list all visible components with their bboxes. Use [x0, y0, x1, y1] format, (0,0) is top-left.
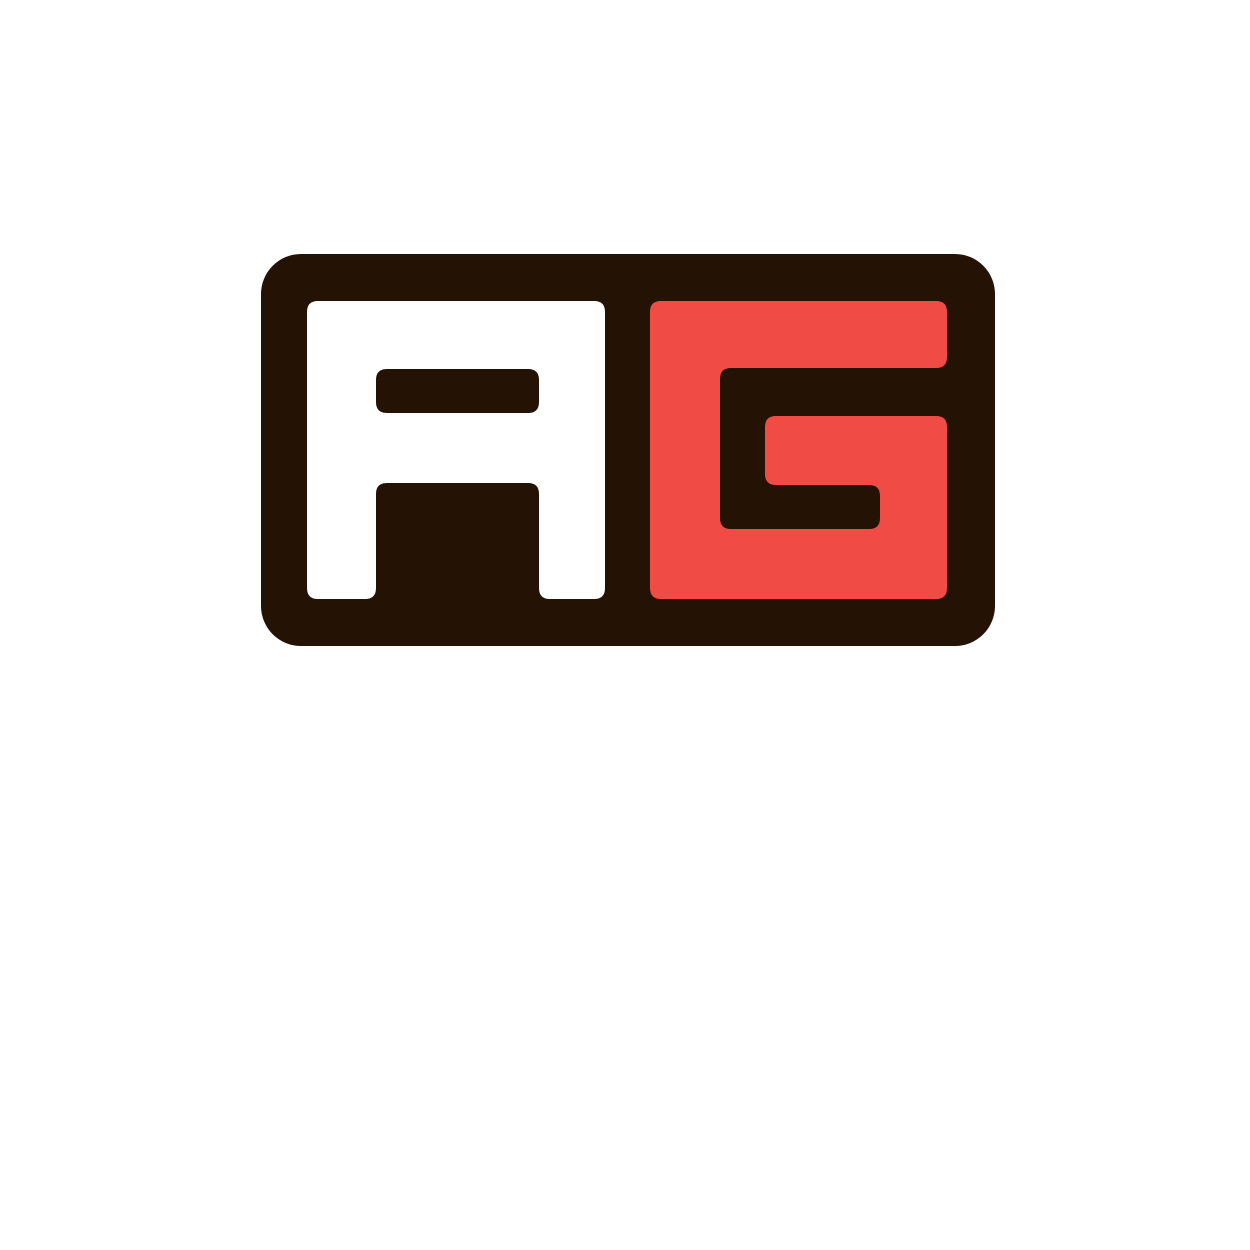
logo-letter-g: [650, 301, 947, 599]
logo-letter-a: [307, 301, 605, 599]
